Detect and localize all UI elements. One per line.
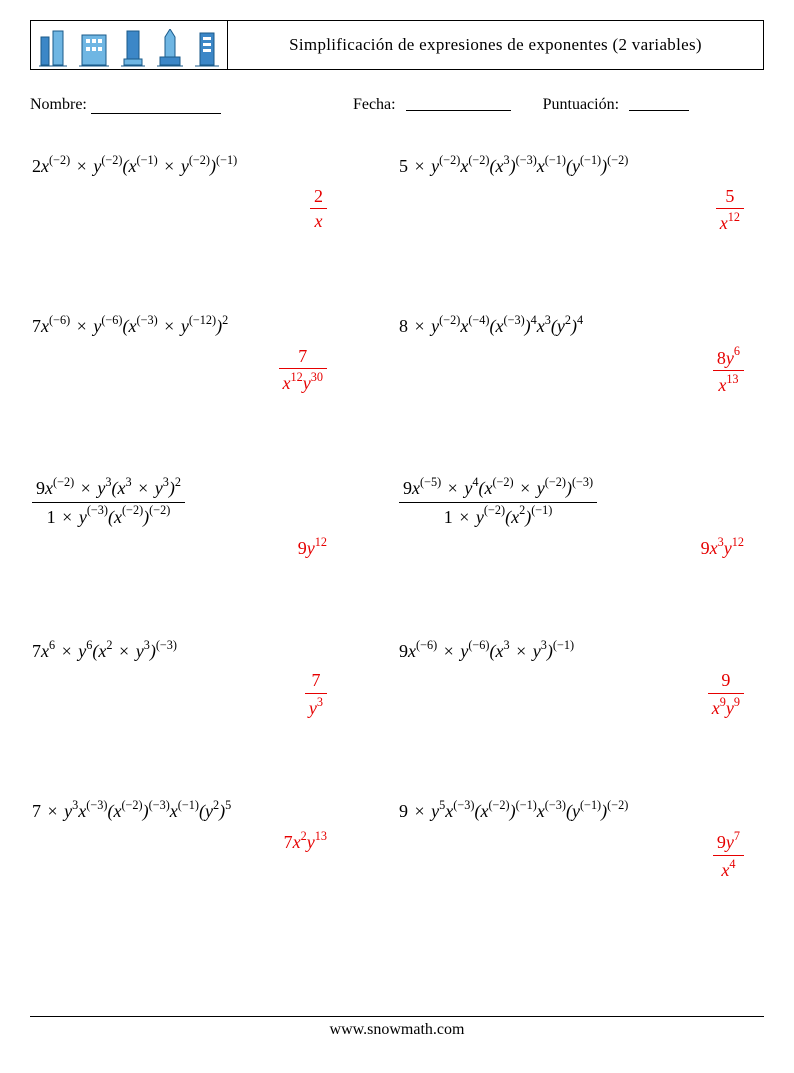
problem-answer: 8y6x13 bbox=[397, 346, 764, 396]
footer-rule bbox=[30, 1016, 764, 1017]
problem-expression: 8 × y(−2)x(−4)(x(−3))4x3(y2)4 bbox=[397, 314, 764, 338]
problem-expression: 9x(−6) × y(−6)(x3 × y3)(−1) bbox=[397, 639, 764, 663]
problem-cell: 5 × y(−2)x(−2)(x3)(−3)x(−1)(y(−1))(−2) 5x… bbox=[397, 154, 764, 234]
problem-cell: 7 × y3x(−3)(x(−2))(−3)x(−1)(y2)5 7x2y13 bbox=[30, 799, 397, 881]
building-icon bbox=[157, 29, 183, 67]
problem-answer: 9y12 bbox=[30, 536, 397, 559]
score-blank[interactable] bbox=[629, 96, 689, 111]
name-blank[interactable] bbox=[91, 99, 221, 114]
problem-expression: 7x6 × y6(x2 × y3)(−3) bbox=[30, 639, 397, 663]
date-label: Fecha: bbox=[353, 96, 396, 114]
building-icon bbox=[39, 29, 67, 67]
problem-answer: 7x12y30 bbox=[30, 346, 397, 394]
score-label: Puntuación: bbox=[543, 96, 619, 114]
building-icons bbox=[31, 21, 227, 69]
problem-expression: 7x(−6) × y(−6)(x(−3) × y(−12))2 bbox=[30, 314, 397, 338]
problem-cell: 9 × y5x(−3)(x(−2))(−1)x(−3)(y(−1))(−2) 9y… bbox=[397, 799, 764, 881]
problem-answer: 9x3y12 bbox=[397, 536, 764, 559]
problem-answer: 9x9y9 bbox=[397, 670, 764, 718]
problem-cell: 2x(−2) × y(−2)(x(−1) × y(−2))(−1) 2x bbox=[30, 154, 397, 234]
building-icon bbox=[195, 29, 219, 67]
problem-cell: 7x(−6) × y(−6)(x(−3) × y(−12))2 7x12y30 bbox=[30, 314, 397, 396]
problem-expression: 9x(−5) × y4(x(−2) × y(−2))(−3)1 × y(−2)(… bbox=[397, 476, 764, 528]
problem-answer: 7x2y13 bbox=[30, 830, 397, 853]
building-icon bbox=[121, 29, 145, 67]
worksheet-title: Simplificación de expresiones de exponen… bbox=[227, 21, 763, 69]
problem-expression: 5 × y(−2)x(−2)(x3)(−3)x(−1)(y(−1))(−2) bbox=[397, 154, 764, 178]
problem-cell: 7x6 × y6(x2 × y3)(−3) 7y3 bbox=[30, 639, 397, 719]
problem-expression: 9x(−2) × y3(x3 × y3)21 × y(−3)(x(−2))(−2… bbox=[30, 476, 397, 528]
problem-cell: 9x(−5) × y4(x(−2) × y(−2))(−3)1 × y(−2)(… bbox=[397, 476, 764, 559]
problem-expression: 9 × y5x(−3)(x(−2))(−1)x(−3)(y(−1))(−2) bbox=[397, 799, 764, 823]
footer-text: www.snowmath.com bbox=[0, 1021, 794, 1039]
problem-answer: 9y7x4 bbox=[397, 830, 764, 880]
worksheet-header: Simplificación de expresiones de exponen… bbox=[30, 20, 764, 70]
meta-row: Nombre: Fecha: Puntuación: bbox=[30, 96, 764, 114]
problems-grid: 2x(−2) × y(−2)(x(−1) × y(−2))(−1) 2x5 × y… bbox=[30, 154, 764, 881]
building-icon bbox=[79, 29, 109, 67]
problem-cell: 9x(−6) × y(−6)(x3 × y3)(−1) 9x9y9 bbox=[397, 639, 764, 719]
problem-answer: 7y3 bbox=[30, 670, 397, 718]
problem-answer: 2x bbox=[30, 186, 397, 232]
problem-cell: 8 × y(−2)x(−4)(x(−3))4x3(y2)4 8y6x13 bbox=[397, 314, 764, 396]
name-label: Nombre: bbox=[30, 96, 87, 113]
date-blank[interactable] bbox=[406, 96, 511, 111]
problem-expression: 7 × y3x(−3)(x(−2))(−3)x(−1)(y2)5 bbox=[30, 799, 397, 823]
problem-cell: 9x(−2) × y3(x3 × y3)21 × y(−3)(x(−2))(−2… bbox=[30, 476, 397, 559]
problem-answer: 5x12 bbox=[397, 186, 764, 234]
problem-expression: 2x(−2) × y(−2)(x(−1) × y(−2))(−1) bbox=[30, 154, 397, 178]
